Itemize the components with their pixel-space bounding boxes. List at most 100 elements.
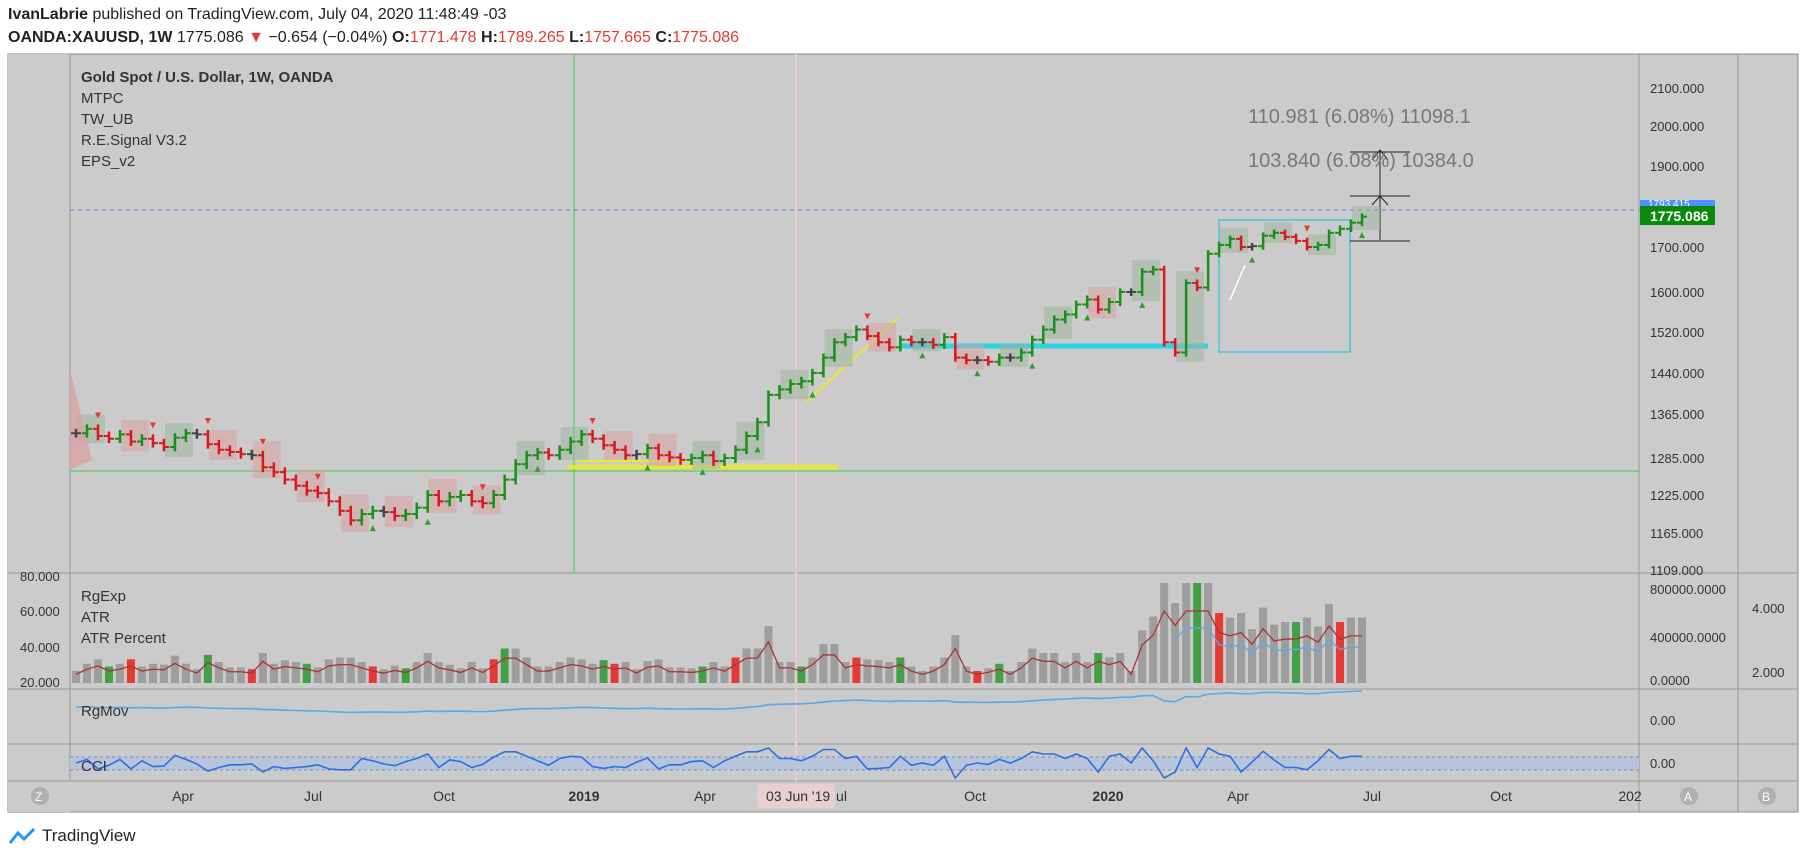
ohlc-bar bbox=[466, 490, 477, 507]
atr-line bbox=[75, 609, 1362, 676]
atr-tick-2: 40.000 bbox=[20, 640, 60, 655]
down-arrow-icon: ▼ bbox=[248, 29, 264, 46]
measure-label-2[interactable]: 103.840 (6.08%) 10384.0 bbox=[1248, 150, 1474, 172]
b-button[interactable] bbox=[1758, 787, 1776, 805]
price-tick-9: 1225.000 bbox=[1650, 488, 1704, 503]
atr-pct-tick-1: 2.000 bbox=[1752, 665, 1785, 680]
close-label: C: bbox=[655, 29, 673, 46]
atr-bar bbox=[951, 635, 960, 683]
atr-bar bbox=[1347, 617, 1356, 683]
measure-label-1[interactable]: 110.981 (6.08%) 11098.1 bbox=[1248, 106, 1471, 128]
ohlc-bar bbox=[158, 438, 169, 452]
buy-signal-icon bbox=[1029, 362, 1036, 369]
open-label: O: bbox=[392, 29, 410, 46]
atr-bar bbox=[643, 661, 652, 683]
ohlc-bars bbox=[71, 213, 1367, 526]
ohlc-bar bbox=[565, 437, 576, 455]
b-button-label: B bbox=[1762, 790, 1770, 804]
ohlc-bar bbox=[268, 462, 279, 478]
atr-bar bbox=[72, 671, 80, 683]
ohlc-bar bbox=[1038, 325, 1049, 344]
atr-bar bbox=[93, 659, 102, 683]
sell-signal-icon bbox=[94, 412, 101, 419]
ohlc-bar bbox=[433, 490, 444, 507]
ohlc-bar bbox=[191, 428, 202, 439]
ohlc-bar bbox=[1016, 348, 1027, 362]
brand-footer[interactable]: TradingView bbox=[8, 826, 136, 846]
pane3-label[interactable]: CCI bbox=[81, 758, 107, 775]
legend-tw-ub[interactable]: TW_UB bbox=[81, 111, 134, 128]
ohlc-bar bbox=[1126, 288, 1137, 296]
ohlc-bar bbox=[323, 488, 334, 507]
sell-signal-icon bbox=[1194, 267, 1201, 274]
ohlc-bar bbox=[653, 443, 664, 460]
ohlc-bar bbox=[576, 429, 587, 446]
atr-bar bbox=[258, 653, 267, 683]
low-value: 1757.665 bbox=[584, 29, 651, 46]
ohlc-bar bbox=[92, 424, 103, 441]
ohlc-bar bbox=[763, 390, 774, 427]
ohlc-bar bbox=[642, 443, 653, 459]
legend-eps[interactable]: EPS_v2 bbox=[81, 153, 135, 170]
zone-box bbox=[1176, 271, 1205, 362]
author-name[interactable]: IvanLabrie bbox=[8, 6, 89, 23]
ohlc-bar bbox=[1060, 310, 1071, 324]
legend-re-signal[interactable]: R.E.Signal V3.2 bbox=[81, 132, 187, 149]
last-price-tag[interactable] bbox=[1640, 206, 1715, 225]
ohlc-bar bbox=[224, 445, 235, 457]
atr-bar bbox=[159, 664, 168, 683]
ohlc-bar bbox=[279, 467, 290, 485]
buy-signal-icon bbox=[424, 518, 431, 525]
ohlc-bar bbox=[1049, 315, 1060, 334]
zoom-button[interactable] bbox=[31, 787, 49, 805]
atr-bar bbox=[940, 657, 949, 683]
buy-signal-icon bbox=[1359, 231, 1365, 238]
pane2-label[interactable]: RgMov bbox=[81, 703, 129, 720]
price-axis[interactable]: 2100.000 2000.000 1900.000 1700.000 1600.000… bbox=[1650, 81, 1704, 578]
pane1-label-atr[interactable]: ATR bbox=[81, 609, 110, 626]
atr-bar bbox=[379, 669, 388, 683]
ohlc-bar bbox=[917, 338, 928, 347]
atr-bar bbox=[390, 665, 399, 683]
atr-bar bbox=[1182, 583, 1191, 683]
atr-bar bbox=[775, 662, 784, 683]
atr-bar bbox=[984, 668, 993, 683]
atr-bar bbox=[1204, 583, 1213, 683]
atr-bar bbox=[115, 663, 124, 683]
ohlc-bar bbox=[752, 417, 763, 441]
price-tick-10: 1165.000 bbox=[1650, 526, 1703, 541]
legend-mtpc[interactable]: MTPC bbox=[81, 90, 124, 107]
zone-box bbox=[736, 421, 765, 460]
ohlc-bar bbox=[906, 335, 917, 347]
ohlc-bar bbox=[367, 505, 378, 520]
pane1-label-atr-percent[interactable]: ATR Percent bbox=[81, 630, 167, 647]
atr-bar bbox=[1248, 629, 1257, 683]
atr-bar bbox=[1094, 653, 1103, 683]
zone-box bbox=[1220, 228, 1249, 253]
atr-bar bbox=[808, 657, 817, 683]
atr-bar bbox=[830, 644, 839, 683]
brand-name: TradingView bbox=[42, 826, 136, 845]
atr-bar bbox=[247, 669, 256, 683]
auto-scale-button[interactable] bbox=[1680, 787, 1698, 805]
legend-title[interactable]: Gold Spot / U.S. Dollar, 1W, OANDA bbox=[81, 69, 334, 86]
atr-bar bbox=[434, 662, 443, 683]
cyan-range-box[interactable] bbox=[1218, 219, 1351, 353]
atr-bar bbox=[885, 662, 894, 683]
ohlc-bar bbox=[774, 385, 785, 400]
close-value: 1775.086 bbox=[672, 29, 740, 46]
ohlc-bar bbox=[994, 353, 1005, 366]
low-label: L: bbox=[569, 29, 585, 46]
atr-bar bbox=[1193, 583, 1202, 683]
edge-zone bbox=[70, 370, 92, 470]
atr-bar bbox=[544, 666, 553, 683]
atr-bar bbox=[819, 644, 828, 683]
ohlc-bar bbox=[532, 448, 543, 460]
ohlc-bar bbox=[1170, 338, 1181, 357]
pane1-label-rgexp[interactable]: RgExp bbox=[81, 588, 126, 605]
atr-bar bbox=[709, 662, 718, 683]
atr-bar bbox=[962, 666, 971, 683]
ohlc-bar bbox=[521, 450, 532, 470]
zone-box bbox=[648, 433, 677, 467]
